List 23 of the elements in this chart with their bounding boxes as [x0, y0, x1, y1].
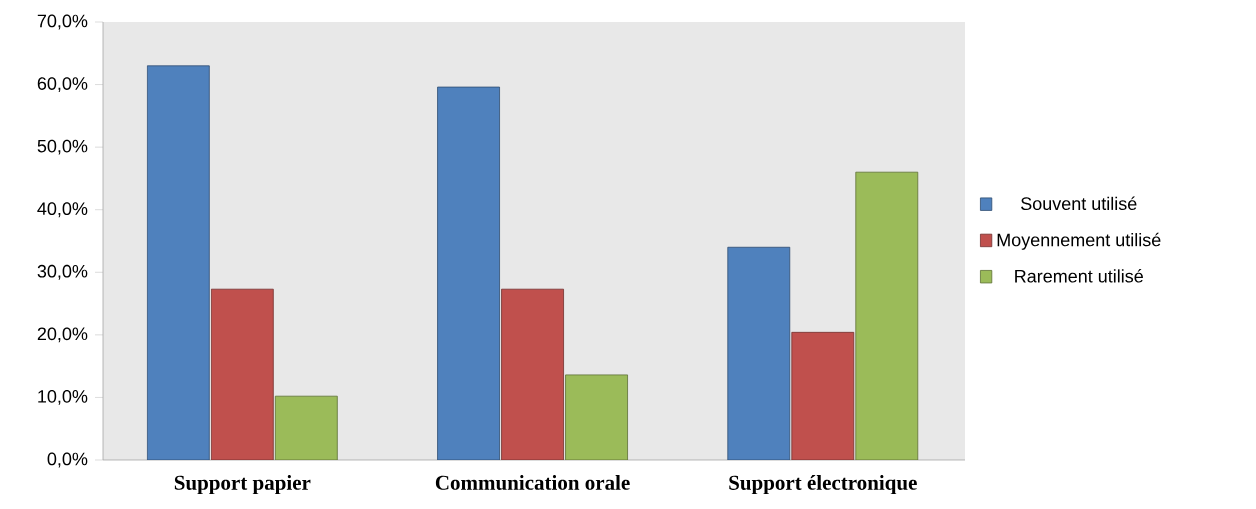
y-tick-label: 50,0%	[37, 139, 88, 155]
bar	[437, 86, 500, 460]
x-tick-label: Support papier	[174, 475, 311, 495]
bar	[210, 288, 274, 460]
legend-label: Souvent utilisé	[1021, 196, 1137, 211]
y-tick-label: 30,0%	[37, 264, 88, 280]
y-tick-label: 0,0%	[47, 452, 88, 468]
bar	[501, 288, 564, 460]
x-tick-label: Support électronique	[729, 475, 917, 495]
bar	[855, 171, 919, 460]
bar	[727, 246, 791, 460]
y-tick-label: 70,0%	[37, 14, 88, 30]
y-tick-label: 20,0%	[37, 327, 88, 343]
legend-label: Moyennement utilisé	[997, 232, 1161, 250]
y-tick-label: 40,0%	[37, 202, 88, 218]
bar	[274, 395, 338, 460]
bar	[146, 65, 210, 460]
y-tick-label: 60,0%	[37, 77, 88, 92]
y-tick-label: 10,0%	[38, 389, 88, 405]
bar	[565, 374, 628, 460]
bar	[791, 331, 855, 460]
x-tick-label: Communication orale	[435, 475, 630, 490]
legend-label: Rarement utilisé	[1015, 269, 1143, 283]
